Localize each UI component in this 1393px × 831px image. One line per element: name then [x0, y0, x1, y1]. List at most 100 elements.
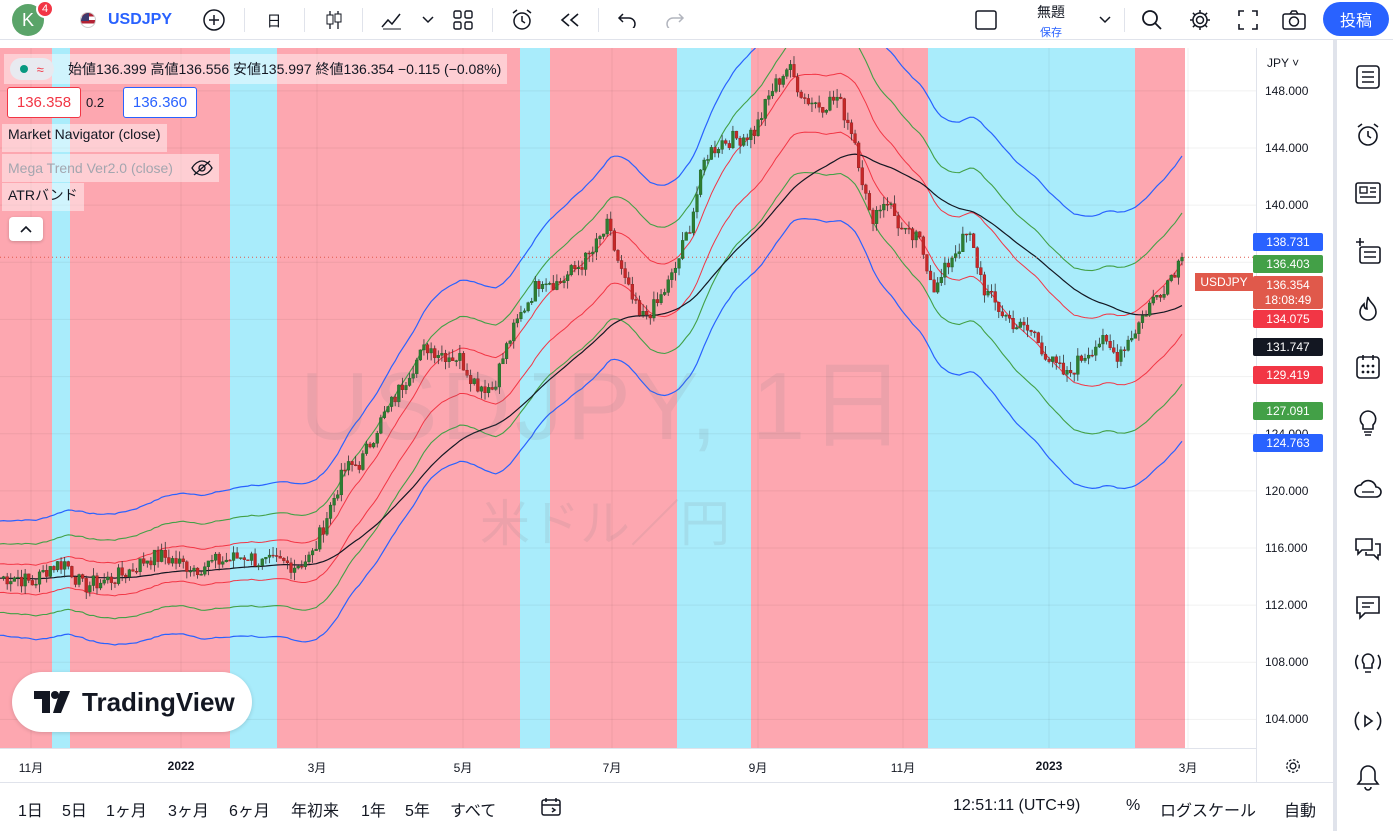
calendar-icon[interactable] [1353, 352, 1383, 382]
divider [304, 8, 305, 32]
layouts-grid-icon[interactable] [450, 6, 476, 34]
replay-icon[interactable] [556, 6, 584, 34]
candle-body [515, 318, 519, 324]
bullish-zone [520, 48, 550, 748]
candle-body [109, 576, 113, 583]
watchlist-icon[interactable] [1353, 62, 1383, 92]
messages-icon[interactable] [1353, 592, 1383, 622]
candles-icon[interactable] [322, 6, 346, 34]
publish-button[interactable]: 投稿 [1323, 2, 1389, 36]
camera-icon[interactable] [1280, 6, 1308, 34]
range-button[interactable]: 1日 [18, 803, 43, 820]
candle-body [303, 561, 307, 567]
time-tick-label: 11月 [18, 761, 44, 775]
chats-icon[interactable] [1353, 534, 1383, 564]
atr-band-lower-middle [0, 171, 1183, 620]
price-axis[interactable]: JPY ˅ 148.000144.000140.000136.000132.00… [1253, 48, 1330, 782]
range-button[interactable]: 1年 [361, 803, 386, 820]
alarm-clock-icon[interactable] [1353, 120, 1383, 150]
currency-selector[interactable]: JPY ˅ [1267, 56, 1300, 70]
range-button[interactable]: すべて [450, 803, 497, 820]
chevron-down-icon[interactable] [1096, 6, 1114, 34]
candle-body [372, 443, 376, 448]
streams-icon[interactable] [1353, 706, 1383, 736]
candle-body [961, 233, 965, 252]
candle-body [242, 557, 246, 560]
alert-clock-icon[interactable] [508, 6, 536, 34]
candle-body [185, 561, 189, 572]
interval-button[interactable]: 日 [266, 12, 282, 30]
tradingview-logo[interactable]: TradingView [12, 672, 252, 732]
candle-body [9, 581, 13, 585]
price-chart[interactable] [0, 48, 1256, 748]
indicator-label: Mega Trend Ver2.0 (close) [8, 160, 173, 176]
candle-body [1079, 355, 1084, 361]
candle-body [997, 302, 1001, 312]
hotlist-fire-icon[interactable] [1353, 294, 1383, 324]
market-status-toggle[interactable]: ≈ [10, 58, 54, 80]
broadcast-bulb-icon[interactable] [1353, 648, 1383, 678]
axis-settings-gear-icon[interactable] [1283, 756, 1303, 776]
candle-body [921, 236, 925, 255]
fullscreen-icon[interactable] [1234, 6, 1262, 34]
redo-icon[interactable] [662, 6, 688, 34]
range-button[interactable]: 5年 [405, 803, 430, 820]
bearish-zone [751, 48, 928, 748]
candle-body [325, 518, 329, 535]
range-button[interactable]: 年初来 [291, 803, 340, 820]
candle-body [763, 99, 767, 119]
eye-crossed-icon[interactable] [191, 160, 213, 176]
buy-price-box[interactable]: 136.360 [123, 87, 197, 118]
price-label: 138.731 [1253, 233, 1323, 251]
symbol-search-button[interactable]: USDJPY [108, 11, 173, 28]
wave-icon: ≈ [36, 61, 44, 77]
candle-body [964, 233, 969, 236]
range-button[interactable]: 1ヶ月 [106, 803, 147, 820]
top-toolbar: K 4 USDJPY 日 [0, 0, 1393, 40]
layout-square-icon[interactable] [972, 6, 1000, 34]
indicator-market-navigator[interactable]: Market Navigator (close) [2, 124, 167, 152]
auto-scale-toggle[interactable]: 自動 [1284, 803, 1317, 820]
layout-name-button[interactable]: 無題 保存 [1026, 2, 1076, 40]
candle-body [724, 140, 728, 144]
atr-band-upper-outer [0, 48, 1183, 522]
candle-body [1083, 357, 1087, 361]
news-icon[interactable] [1353, 178, 1383, 208]
spread-value: 0.2 [86, 95, 105, 110]
search-icon[interactable] [1138, 6, 1166, 34]
date-range-icon[interactable] [540, 797, 564, 822]
candle-body [346, 461, 351, 471]
candle-body [821, 107, 825, 113]
chevron-down-icon[interactable] [420, 6, 436, 34]
range-button[interactable]: 5日 [62, 803, 87, 820]
sell-price-box[interactable]: 136.358 [7, 87, 81, 118]
cloud-chat-icon[interactable] [1353, 476, 1383, 506]
candle-body [1086, 354, 1091, 359]
gear-icon[interactable] [1186, 6, 1214, 34]
candle-body [875, 210, 879, 224]
candle-body [702, 159, 706, 171]
candle-body [659, 294, 663, 303]
range-button[interactable]: 3ヶ月 [168, 803, 209, 820]
ideas-lightbulb-icon[interactable] [1353, 408, 1383, 438]
add-list-icon[interactable] [1353, 236, 1383, 266]
candle-body [1155, 295, 1159, 298]
range-button[interactable]: 6ヶ月 [229, 803, 270, 820]
undo-icon[interactable] [614, 6, 640, 34]
indicators-icon[interactable] [378, 6, 406, 34]
indicator-mega-trend[interactable]: Mega Trend Ver2.0 (close) [2, 154, 219, 182]
compare-add-icon[interactable] [200, 6, 228, 34]
candle-body [533, 281, 537, 302]
clock-timezone[interactable]: 12:51:11 (UTC+9) [953, 797, 1081, 814]
candle-body [55, 561, 60, 571]
indicator-atr-band[interactable]: ATRバンド [2, 183, 84, 211]
time-tick-label: 7月 [602, 761, 622, 775]
collapse-legend-button[interactable] [9, 217, 43, 241]
percent-toggle[interactable]: % [1126, 797, 1141, 814]
candle-body [138, 558, 142, 572]
notifications-bell-icon[interactable] [1353, 762, 1383, 792]
time-axis[interactable]: 11月 2022 3月 5月 7月 9月 11月 2023 3月 [0, 748, 1256, 782]
candle-body [954, 253, 958, 259]
log-scale-toggle[interactable]: ログスケール [1160, 803, 1257, 820]
chart-pane[interactable]: USDJPY, 1日 米ドル／円 [0, 48, 1256, 748]
